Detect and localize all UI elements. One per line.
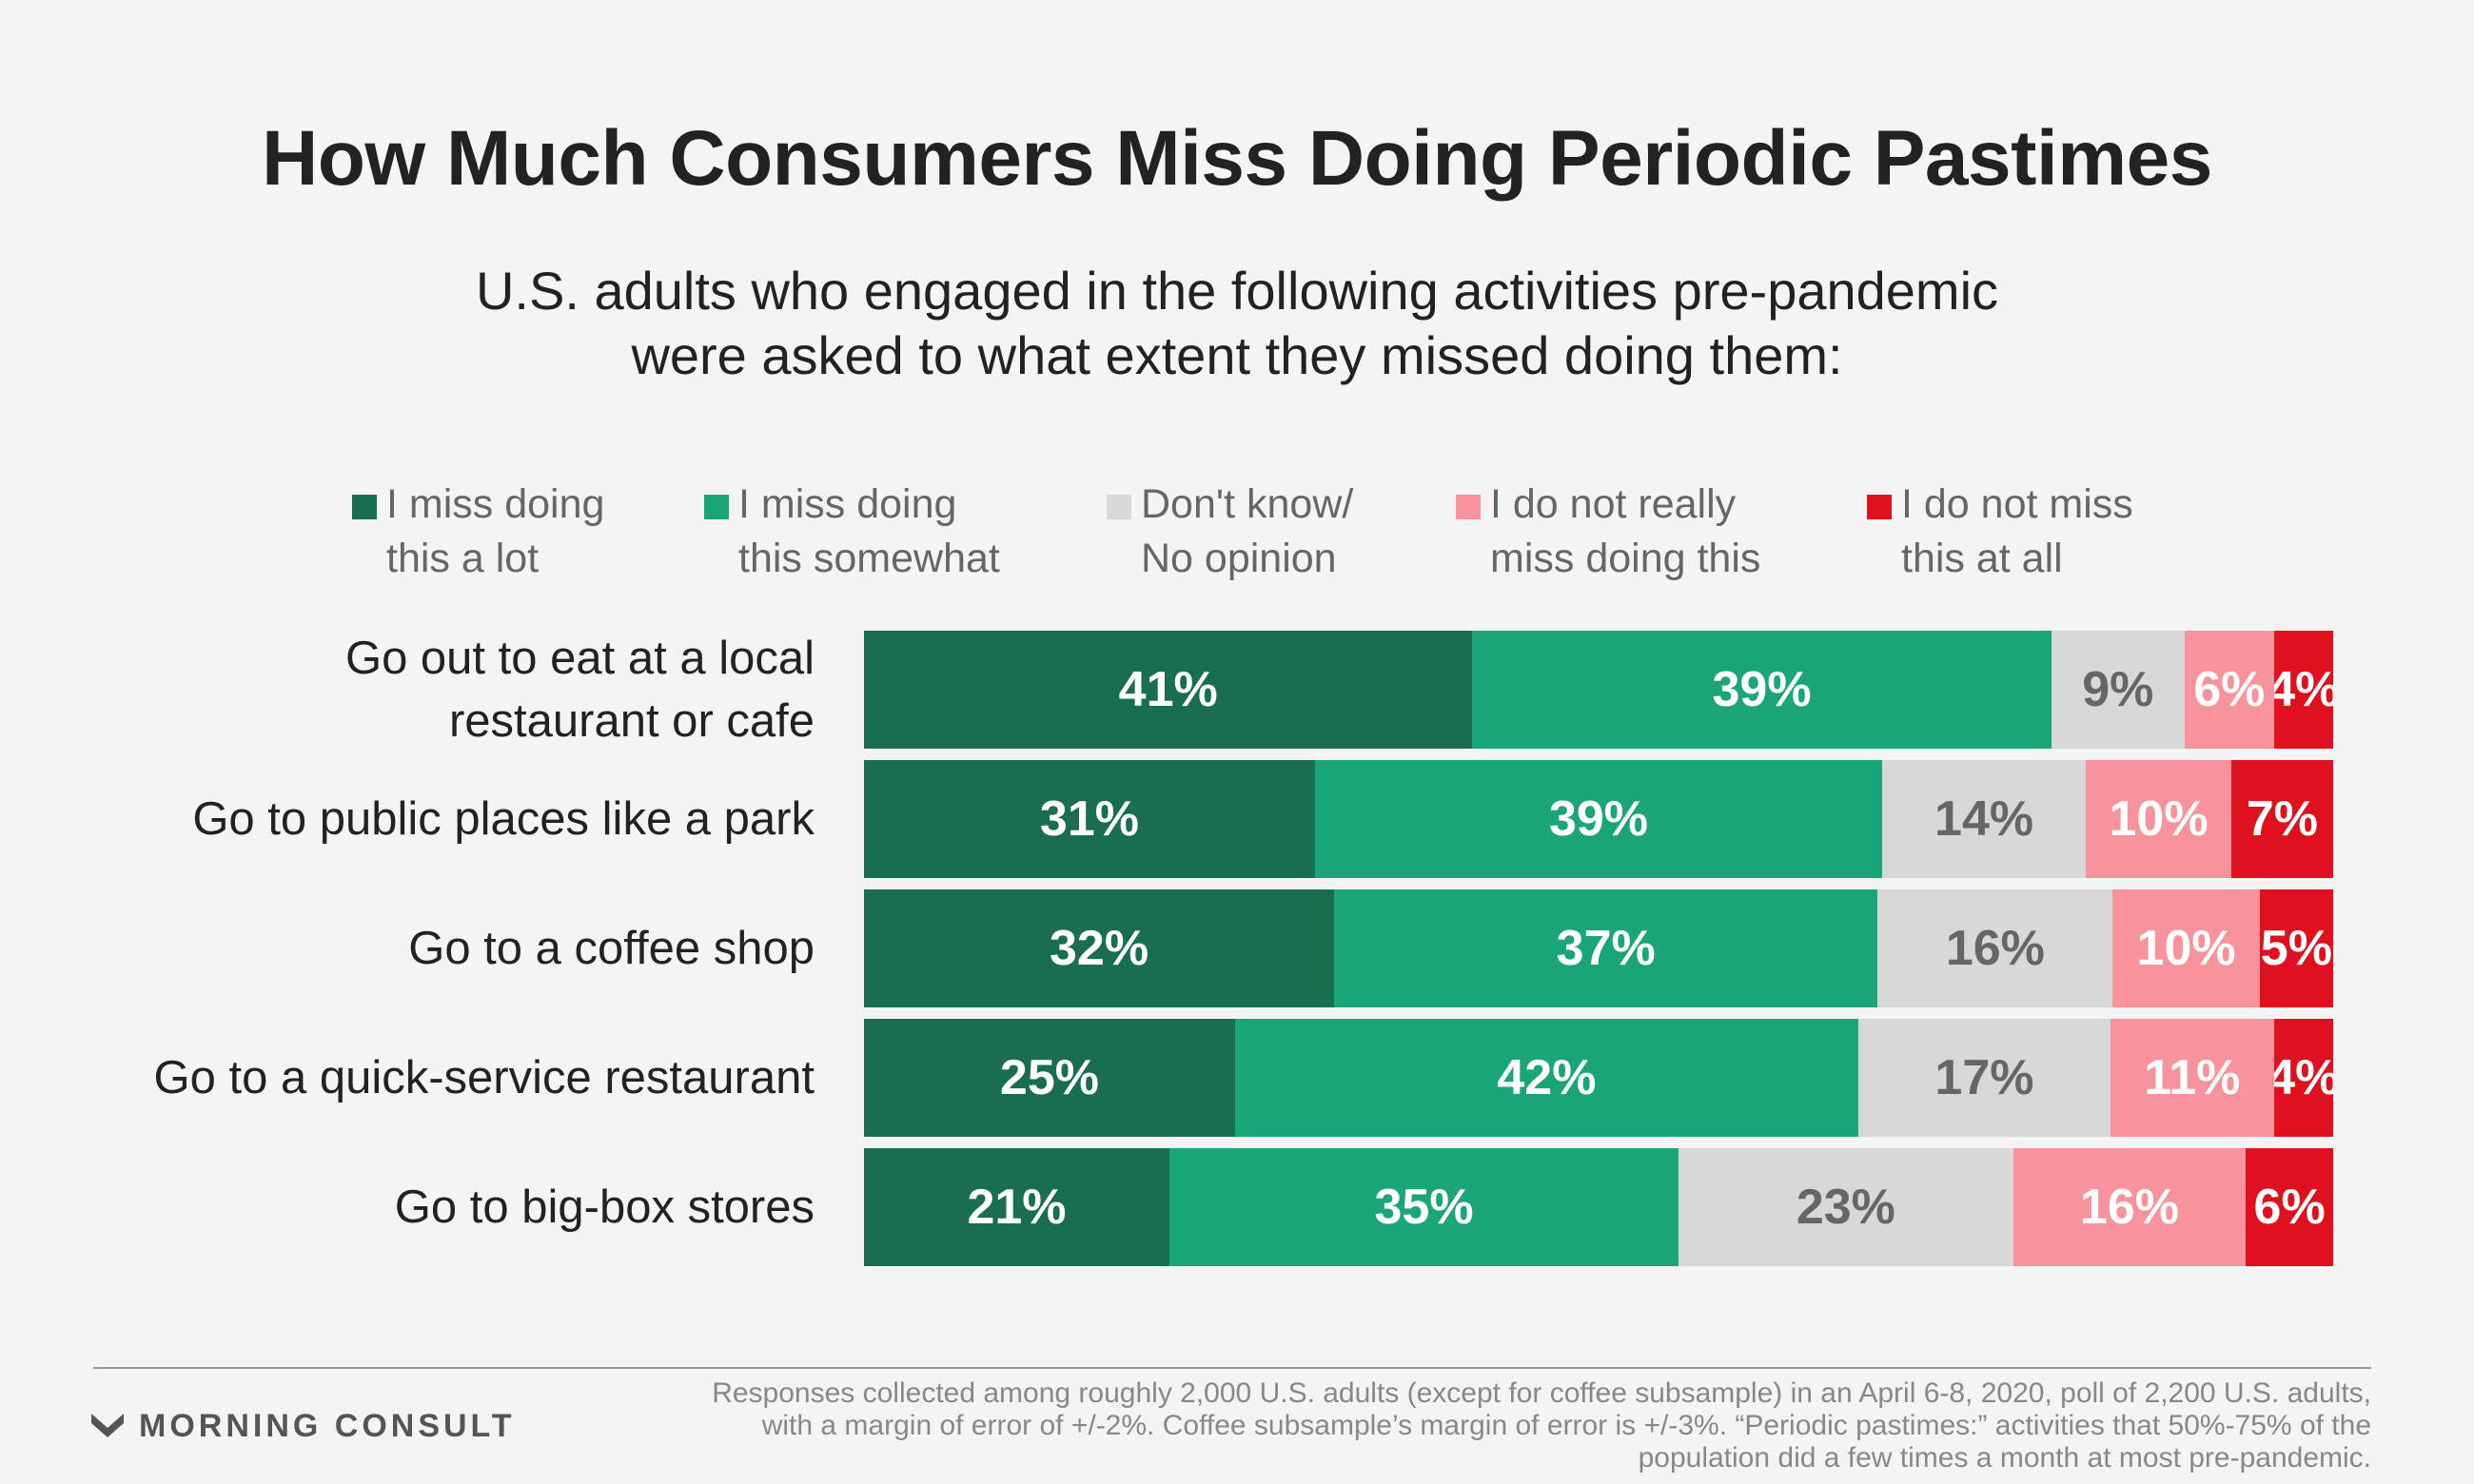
stacked-bar: 41% 39% 9% 6%4%	[864, 631, 2333, 749]
data-label: 4%	[2273, 662, 2333, 717]
bar-segment: 10%	[2086, 760, 2231, 878]
bar-segment: 10%	[2112, 889, 2260, 1007]
bar-segment: 25%	[864, 1019, 1235, 1137]
data-label: 6%	[2193, 662, 2266, 717]
category-label: Go out to eat at a local restaurant or ca…	[53, 631, 815, 749]
data-label: 10%	[2136, 921, 2236, 976]
legend-label: I miss doing this somewhat	[738, 481, 1000, 581]
data-label: 32%	[1050, 921, 1149, 976]
category-label-text: Go to a quick-service restaurant	[153, 1052, 815, 1103]
legend-label: Don't know/ No opinion	[1141, 481, 1354, 581]
bar-segment: 35%	[1169, 1148, 1679, 1266]
data-label: 10%	[2109, 791, 2209, 847]
footer-divider	[93, 1367, 2371, 1369]
legend-swatch	[1107, 495, 1131, 519]
chart-title: How Much Consumers Miss Doing Periodic P…	[262, 115, 2212, 202]
bar-segment: 6%	[2185, 631, 2274, 749]
data-label: 7%	[2246, 791, 2319, 847]
bar-segment: 16%	[2013, 1148, 2247, 1266]
category-label: Go to big-box stores	[53, 1148, 815, 1266]
category-label-text: Go to big-box stores	[394, 1181, 815, 1233]
bar-segment: 4%	[2273, 631, 2333, 749]
category-label: Go to a coffee shop	[53, 889, 815, 1007]
bar-row: Go to public places like a park 31% 39% 14%…	[0, 760, 2474, 878]
data-label: 39%	[1548, 791, 1649, 847]
legend-item-miss-somewhat: I miss doing this somewhat	[704, 478, 1000, 586]
bar-segment: 21%	[864, 1148, 1170, 1266]
data-label: 16%	[2079, 1180, 2179, 1235]
category-label: Go to a quick-service restaurant	[53, 1019, 815, 1137]
data-label: 17%	[1934, 1050, 2034, 1105]
legend-item-dont-know: Don't know/ No opinion	[1107, 478, 1353, 586]
brand-name: MORNING CONSULT	[139, 1408, 516, 1444]
legend-label: I do not really miss doing this	[1490, 481, 1761, 581]
bar-row: Go to big-box stores 21% 35% 23% 16% 6%	[0, 1148, 2474, 1266]
bar-segment: 16%	[1877, 889, 2113, 1007]
legend-swatch	[1456, 495, 1481, 519]
data-label: 35%	[1374, 1180, 1474, 1235]
data-label: 23%	[1796, 1180, 1895, 1235]
data-label: 31%	[1039, 791, 1139, 847]
data-label: 9%	[2082, 662, 2154, 717]
category-label-line: restaurant or cafe	[448, 695, 815, 747]
data-label: 6%	[2253, 1180, 2326, 1235]
bar-segment: 4%	[2273, 1019, 2333, 1137]
legend-swatch	[352, 495, 377, 519]
stacked-bar: 32% 37% 16% 10% 5%	[864, 889, 2333, 1007]
bar-segment: 42%	[1234, 1019, 1858, 1137]
data-label: 21%	[967, 1180, 1067, 1235]
bar-segment: 7%	[2230, 760, 2333, 878]
bar-segment: 5%	[2259, 889, 2333, 1007]
bar-segment: 9%	[2051, 631, 2186, 749]
data-label: 41%	[1118, 662, 1218, 717]
stacked-bar: 21% 35% 23% 16% 6%	[864, 1148, 2333, 1266]
category-label-text: Go to public places like a park	[192, 793, 815, 845]
subtitle-line: U.S. adults who engaged in the following…	[475, 261, 1999, 321]
category-label-line: Go out to eat at a local	[344, 633, 815, 684]
bar-segment: 6%	[2246, 1148, 2333, 1266]
data-label: 16%	[1945, 921, 2045, 976]
legend-item-miss-a-lot: I miss doing this a lot	[352, 478, 604, 586]
bar-segment: 32%	[864, 889, 1335, 1007]
bar-segment: 39%	[1314, 760, 1883, 878]
data-label: 11%	[2144, 1050, 2241, 1105]
subtitle-line: were asked to what extent they missed do…	[631, 325, 1843, 385]
legend-item-not-really: I do not really miss doing this	[1456, 478, 1760, 586]
legend-label: I miss doing this a lot	[386, 481, 605, 581]
chart-subtitle: U.S. adults who engaged in the following…	[0, 259, 2474, 388]
bar-segment: 41%	[864, 631, 1473, 749]
brand-logo: MORNING CONSULT	[89, 1408, 516, 1445]
data-label: 37%	[1556, 921, 1656, 976]
data-label: 42%	[1497, 1050, 1597, 1105]
bar-segment: 14%	[1882, 760, 2087, 878]
bar-segment: 23%	[1679, 1148, 2013, 1266]
bar-segment: 39%	[1472, 631, 2052, 749]
category-label-text: Go to a coffee shop	[408, 923, 815, 974]
legend-label: I do not miss this at all	[1901, 481, 2133, 581]
legend-item-not-at-all: I do not miss this at all	[1867, 478, 2133, 586]
data-label: 14%	[1934, 791, 2034, 847]
data-label: 4%	[2273, 1050, 2333, 1105]
morning-consult-logo-icon	[91, 1413, 124, 1437]
category-label: Go to public places like a park	[53, 760, 815, 878]
bar-segment: 31%	[864, 760, 1315, 878]
stacked-bar: 31% 39% 14% 10% 7%	[864, 760, 2333, 878]
bar-segment: 11%	[2111, 1019, 2274, 1137]
bar-segment: 37%	[1334, 889, 1878, 1007]
bar-row: Go to a coffee shop 32% 37% 16% 10% 5%	[0, 889, 2474, 1007]
legend-swatch	[704, 495, 729, 519]
bar-segment: 17%	[1857, 1019, 2111, 1137]
category-label-text: Go out to eat at a local restaurant or ca…	[345, 627, 815, 752]
data-label: 39%	[1712, 662, 1812, 717]
stacked-bar: 25% 42% 17% 11% 4%	[864, 1019, 2333, 1137]
footnote: Responses collected among roughly 2,000 …	[712, 1377, 2371, 1474]
data-label: 25%	[999, 1050, 1099, 1105]
data-label: 5%	[2260, 921, 2332, 976]
bar-row: Go to a quick-service restaurant 25% 42% 17…	[0, 1019, 2474, 1137]
bar-row: Go out to eat at a local restaurant or ca…	[0, 631, 2474, 749]
legend-swatch	[1867, 495, 1892, 519]
